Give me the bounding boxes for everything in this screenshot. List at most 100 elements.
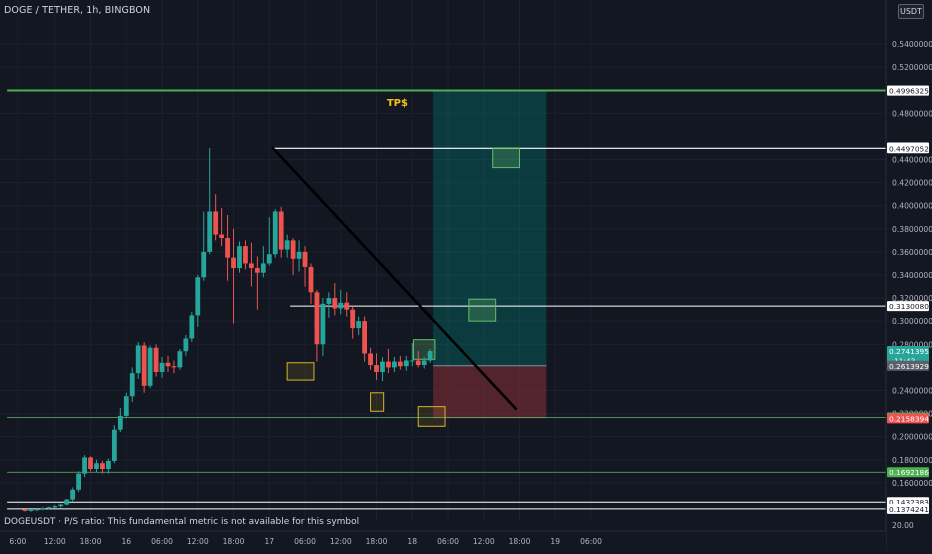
price-tick-label: 0.3800000 [892, 225, 932, 234]
grid [0, 0, 886, 520]
price-tag-label: 0.3130080 [889, 302, 929, 311]
candle [64, 499, 70, 505]
price-tick-label: 0.2000000 [892, 433, 932, 442]
price-tick-label: 0.1600000 [892, 479, 932, 488]
candle [147, 347, 153, 386]
candle [189, 315, 195, 339]
candle [58, 504, 64, 507]
volume-scale-label: 20.00 [892, 521, 914, 530]
candle [427, 351, 433, 361]
time-tick-label: 06:00 [151, 537, 173, 546]
candle [290, 240, 296, 259]
time-tick-label: 12:00 [330, 537, 352, 546]
price-tick-label: 0.4400000 [892, 156, 932, 165]
candle [171, 366, 177, 368]
candle [88, 457, 93, 470]
price-tag [887, 503, 929, 514]
candle [76, 473, 82, 490]
candle [213, 211, 219, 235]
candle [141, 345, 147, 386]
candle [231, 257, 236, 269]
price-tag-label: 0.1374241 [889, 505, 929, 514]
annotations: TP$ [387, 98, 408, 109]
loss-zone[interactable] [433, 365, 547, 419]
candle [332, 298, 338, 309]
candle [403, 360, 409, 367]
candle [272, 211, 278, 255]
trendline-group[interactable] [271, 146, 518, 411]
horizontal-levels[interactable] [7, 89, 886, 510]
candle [111, 429, 117, 461]
marker-boxes[interactable] [286, 147, 521, 427]
time-tick-label: 6:00 [9, 537, 26, 546]
time-tick-label: 17 [264, 537, 274, 546]
candle [82, 457, 87, 474]
candle [100, 463, 105, 470]
price-tag-label: 0.4996325 [889, 87, 929, 96]
time-tick-label: 06:00 [437, 537, 459, 546]
green-marker-box[interactable] [492, 147, 521, 169]
position-tool[interactable] [433, 90, 547, 419]
time-axis[interactable]: 6:00 12:00 18:00 16 06:00 12:00 18:00 17 06:00 12… [0, 530, 886, 550]
candle [70, 489, 76, 500]
candle [254, 268, 260, 273]
annotation-label: TP$ [387, 98, 408, 109]
price-tick-label: 0.3600000 [892, 248, 932, 257]
candle [415, 360, 421, 366]
price-tag [887, 467, 929, 478]
candle [249, 263, 254, 269]
time-tick-label: 16 [121, 537, 131, 546]
price-tick-label: 0.2400000 [892, 386, 932, 395]
candle [28, 510, 34, 511]
time-tick-label: 06:00 [294, 537, 316, 546]
candle [117, 415, 123, 430]
candle [421, 360, 427, 366]
candle [153, 347, 159, 372]
profit-zone[interactable] [433, 90, 547, 366]
time-tick-label: 12:00 [473, 537, 495, 546]
price-tag-label: 0.1692186 [889, 468, 929, 477]
price-tick-label: 0.3400000 [892, 271, 932, 280]
candle [123, 396, 129, 416]
time-tick-label: 18:00 [509, 537, 531, 546]
yellow-marker-box[interactable] [286, 362, 315, 381]
price-tag-label: 0.2613929 [889, 362, 929, 371]
price-tag [887, 301, 929, 312]
yellow-marker-box[interactable] [417, 406, 446, 427]
candle [129, 373, 135, 397]
candle [183, 338, 189, 352]
candle [159, 362, 165, 372]
status-note: DOGEUSDT · P/S ratio: This fundamental m… [4, 517, 360, 527]
time-tick-label: 12:00 [187, 537, 209, 546]
currency-button[interactable]: USDT [898, 4, 924, 19]
trendline[interactable] [271, 146, 518, 411]
candle [22, 509, 28, 511]
price-tick-label: 0.5200000 [892, 63, 932, 72]
yellow-marker-box[interactable] [370, 392, 385, 412]
candle [284, 240, 290, 250]
candle [296, 251, 302, 259]
candle [308, 266, 314, 293]
price-tag-label: 0.1432383 [889, 498, 929, 507]
candle [260, 263, 266, 273]
price-tag [887, 360, 929, 371]
price-tick-label: 0.3200000 [892, 294, 932, 303]
time-axis-bg [0, 531, 886, 550]
candle [177, 351, 183, 368]
candle [391, 361, 397, 368]
price-labels: 0.49975380.49963250.45039380.44970520.31… [887, 85, 929, 514]
price-tick-label: 0.4800000 [892, 109, 932, 118]
price-tag [887, 143, 929, 154]
price-tag [887, 413, 929, 424]
green-marker-box[interactable] [468, 298, 497, 322]
price-tick-label: 0.2800000 [892, 340, 932, 349]
time-tick-label: 18:00 [223, 537, 245, 546]
candle [362, 321, 368, 354]
candle [302, 251, 308, 267]
candle [94, 463, 99, 470]
candle [386, 361, 391, 368]
price-tick-label: 0.3000000 [892, 317, 932, 326]
price-tick-label: 0.1800000 [892, 456, 932, 465]
